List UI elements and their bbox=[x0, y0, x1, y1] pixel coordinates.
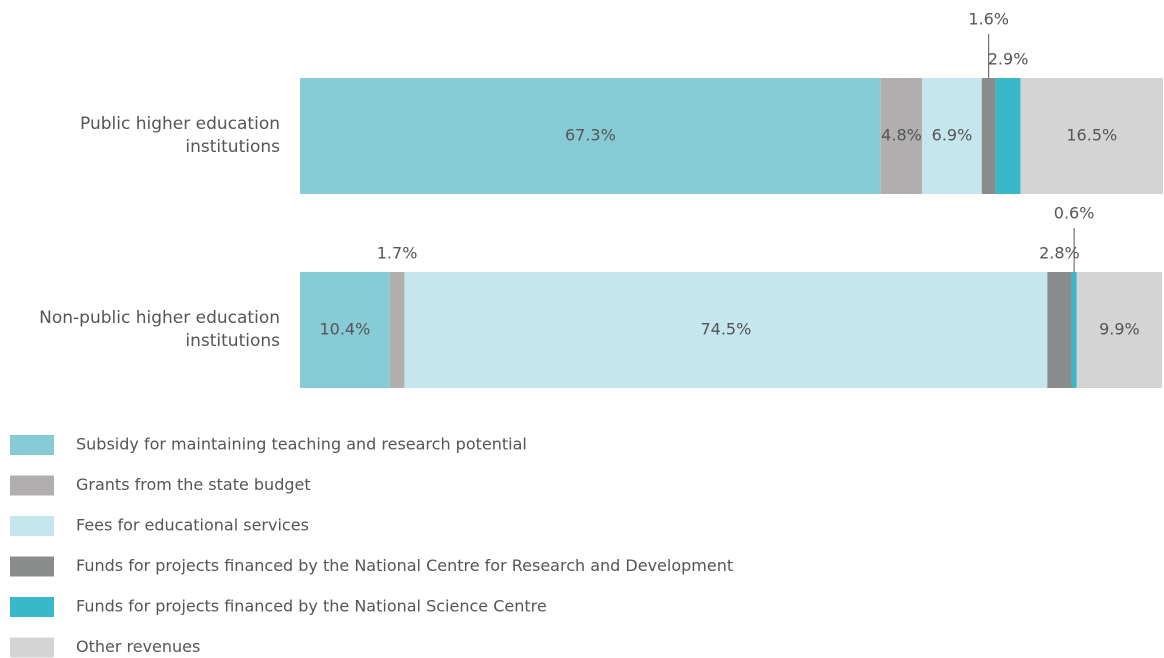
legend-label: Other revenues bbox=[76, 637, 200, 656]
legend-label: Subsidy for maintaining teaching and res… bbox=[76, 435, 527, 454]
legend-label: Funds for projects financed by the Natio… bbox=[76, 556, 733, 575]
legend-label: Fees for educational services bbox=[76, 516, 309, 535]
value-label: 2.8% bbox=[1039, 244, 1080, 263]
bar-segment bbox=[995, 78, 1021, 194]
legend-swatch bbox=[10, 597, 54, 617]
value-label: 67.3% bbox=[565, 126, 616, 145]
bar-segment bbox=[880, 78, 923, 194]
bar-segment bbox=[389, 272, 405, 388]
legend-swatch bbox=[10, 516, 54, 536]
legend-label: Funds for projects financed by the Natio… bbox=[76, 597, 547, 616]
bar-segment bbox=[404, 272, 1048, 388]
legend-label: Grants from the state budget bbox=[76, 475, 311, 494]
bar-segment bbox=[981, 78, 996, 194]
value-label: 16.5% bbox=[1066, 126, 1117, 145]
bar-segment bbox=[1020, 78, 1163, 194]
value-label: 74.5% bbox=[700, 320, 751, 339]
legend-swatch bbox=[10, 637, 54, 658]
legend-swatch bbox=[10, 475, 54, 496]
bar-segment bbox=[1076, 272, 1163, 388]
value-label: 4.8% bbox=[881, 126, 922, 145]
value-label: 2.9% bbox=[988, 50, 1029, 69]
legend-swatch bbox=[10, 435, 54, 455]
value-label: 9.9% bbox=[1099, 320, 1140, 339]
bar-segment bbox=[300, 272, 390, 388]
category-label: Non-public higher education institutions bbox=[39, 308, 280, 351]
value-label: 0.6% bbox=[1054, 204, 1095, 223]
bar-segment bbox=[922, 78, 982, 194]
category-label: Public higher education institutions bbox=[80, 114, 280, 157]
bar-segment bbox=[1047, 272, 1072, 388]
value-label: 10.4% bbox=[319, 320, 370, 339]
bar-segment bbox=[1071, 272, 1077, 388]
value-label: 1.7% bbox=[377, 244, 418, 263]
value-label: 6.9% bbox=[932, 126, 973, 145]
value-label: 1.6% bbox=[968, 10, 1009, 29]
legend-swatch bbox=[10, 556, 54, 577]
bar-segment bbox=[300, 78, 881, 194]
